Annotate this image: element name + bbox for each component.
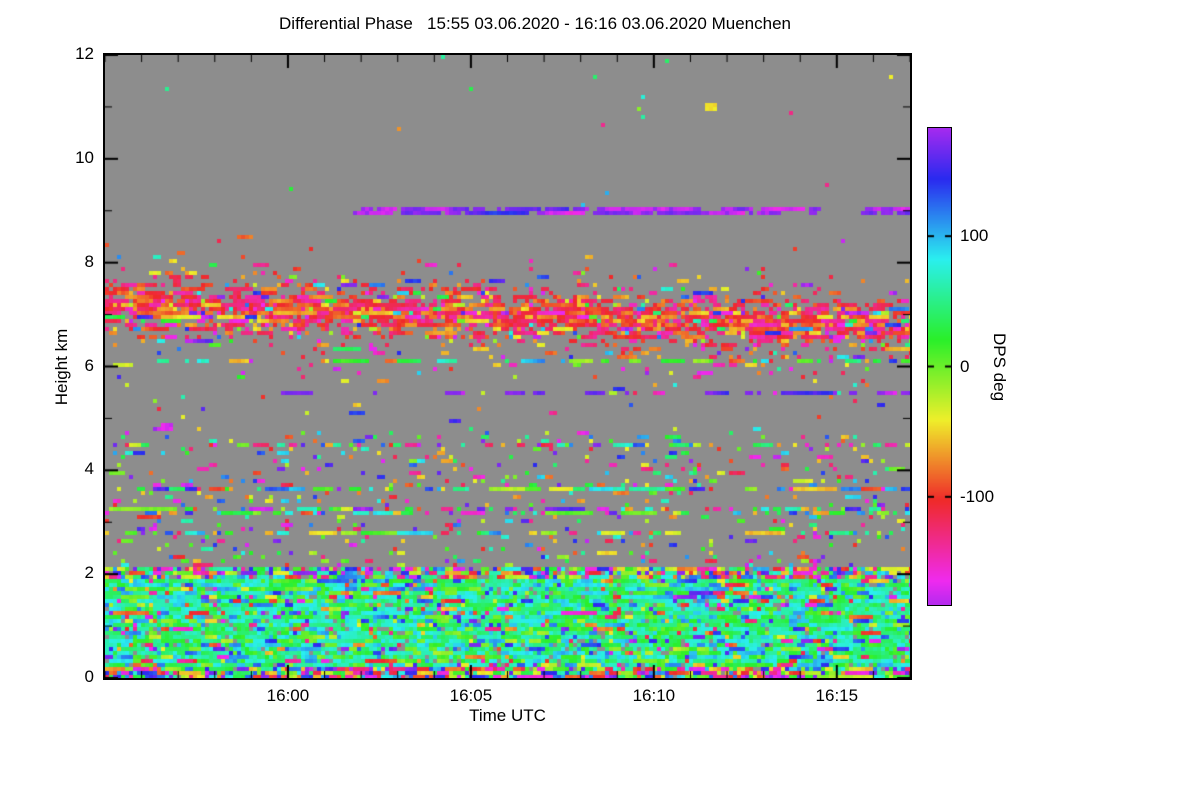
y-tick-label: 10 xyxy=(75,147,94,167)
plot-area xyxy=(103,53,912,680)
x-axis-label: Time UTC xyxy=(469,706,546,725)
chart-title: Differential Phase 15:55 03.06.2020 - 16… xyxy=(279,14,791,33)
heatmap-canvas xyxy=(105,55,910,678)
y-axis-label: Height km xyxy=(52,328,71,406)
colorbar-canvas xyxy=(928,128,951,605)
x-tick-label: 16:15 xyxy=(815,686,859,705)
y-tick-label: 6 xyxy=(84,355,94,375)
x-tick-label: 16:10 xyxy=(632,686,676,705)
y-tick-label: 8 xyxy=(84,251,94,271)
y-tick-label: 4 xyxy=(84,459,94,479)
colorbar-title: DPS deg xyxy=(990,332,1009,402)
colorbar-tick-label: 100 xyxy=(960,226,989,246)
colorbar-tick-label: 0 xyxy=(960,356,970,376)
y-tick-label: 12 xyxy=(75,44,94,63)
y-tick-label: 0 xyxy=(84,667,94,686)
x-tick-label: 16:00 xyxy=(266,686,310,705)
colorbar xyxy=(927,127,952,606)
x-tick-label: 16:05 xyxy=(449,686,493,705)
y-tick-label: 2 xyxy=(84,563,94,583)
colorbar-tick-label: -100 xyxy=(960,486,995,506)
